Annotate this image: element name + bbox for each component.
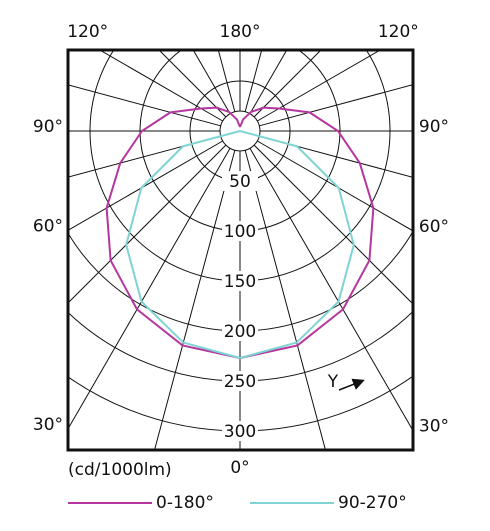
angle-label: 90°	[33, 117, 63, 137]
angle-label: 90°	[419, 117, 449, 137]
ring-label: 100	[224, 222, 256, 242]
ring-label: 200	[224, 322, 256, 342]
legend-label: 90-270°	[338, 493, 407, 513]
ring-label-bg	[222, 171, 258, 191]
ring-label-bg	[222, 371, 258, 391]
labels: 50 100 150 200 250 300 0° 30° 30° 60° 60° 90° 90° 120…	[33, 22, 449, 478]
radial-line	[257, 140, 413, 232]
angle-label: 30°	[419, 417, 449, 437]
annotation-arrow	[338, 378, 365, 391]
ring-label-bg	[222, 421, 258, 441]
annotation: Y	[327, 372, 339, 392]
radial-line	[68, 84, 221, 127]
ring	[68, 375, 413, 432]
intensity-curve	[239, 106, 375, 359]
radial-line	[158, 50, 227, 118]
radial-line	[192, 50, 231, 114]
radial-line	[253, 50, 322, 118]
angle-label: 120°	[67, 22, 108, 42]
radial-line	[68, 144, 227, 304]
ring-label: 50	[229, 172, 251, 192]
radial-line	[244, 150, 326, 450]
radial-line	[249, 50, 288, 114]
ring-label-bg	[222, 221, 258, 241]
legend-label: 0-180°	[156, 493, 214, 513]
ring-label: 300	[224, 422, 256, 442]
radial-line	[249, 148, 413, 431]
angle-label: 60°	[419, 217, 449, 237]
radial-line	[68, 148, 231, 430]
intensity-curve	[239, 130, 355, 359]
intensity-curve	[125, 130, 241, 359]
ring-label: 150	[224, 272, 256, 292]
angle-label: 0°	[230, 458, 249, 478]
curves	[105, 106, 375, 359]
radial-line	[259, 84, 413, 127]
radial-line	[68, 140, 223, 231]
intensity-curve	[105, 106, 241, 359]
ring-label-bg	[222, 271, 258, 291]
angle-label: 30°	[33, 415, 63, 435]
angle-label: 120°	[378, 22, 419, 42]
radial-line	[253, 144, 413, 305]
angle-label: 180°	[220, 22, 261, 42]
frame	[66, 48, 415, 452]
angle-label: 60°	[33, 216, 63, 236]
radial-line	[217, 50, 236, 112]
unit-label: (cd/1000lm)	[68, 460, 172, 480]
ring-label-bg	[222, 321, 258, 341]
radial-line	[154, 150, 236, 450]
ring-label: 250	[224, 372, 256, 392]
radial-line	[244, 50, 263, 112]
